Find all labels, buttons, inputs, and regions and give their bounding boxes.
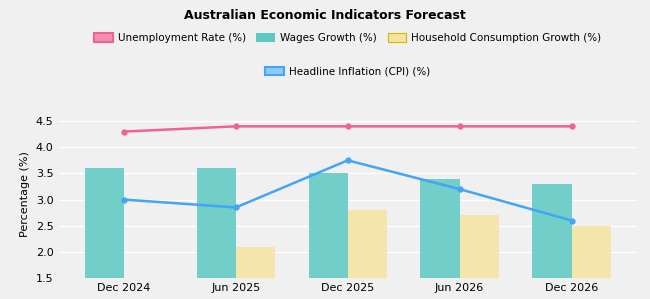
Bar: [197, 168, 236, 299]
Bar: [236, 247, 275, 299]
Bar: [348, 210, 387, 299]
Bar: [421, 179, 460, 299]
Bar: [84, 168, 124, 299]
Text: Australian Economic Indicators Forecast: Australian Economic Indicators Forecast: [184, 9, 466, 22]
Bar: [460, 215, 499, 299]
Bar: [571, 226, 611, 299]
Legend: Headline Inflation (CPI) (%): Headline Inflation (CPI) (%): [261, 62, 434, 81]
Bar: [309, 173, 348, 299]
Bar: [532, 184, 571, 299]
Y-axis label: Percentage (%): Percentage (%): [20, 151, 31, 237]
